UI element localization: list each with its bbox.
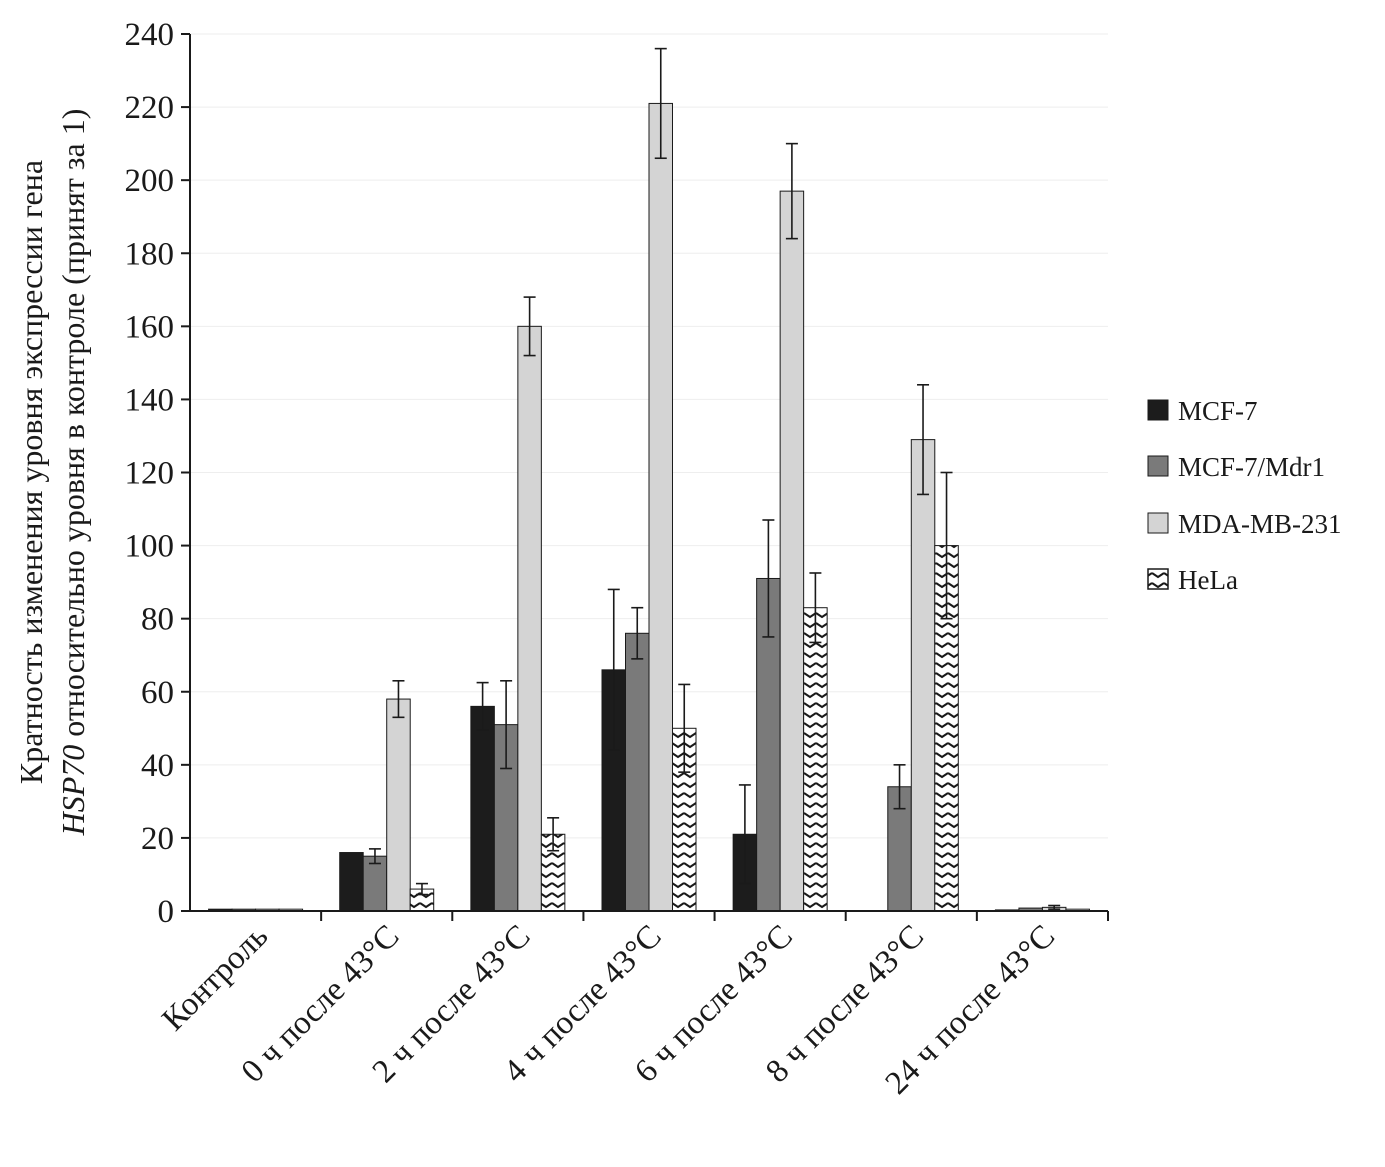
bar-mda-mb-231 [517, 325, 542, 912]
legend-swatch-mda-mb-231 [1147, 512, 1169, 534]
y-tick-label: 140 [125, 382, 175, 418]
bar-mda-mb-231 [779, 190, 805, 912]
error-bar-mcf7-mdr1 [631, 606, 644, 660]
y-tick-label: 40 [141, 748, 174, 784]
legend-swatch-mcf7-mdr1 [1147, 455, 1169, 477]
error-bar-mcf7-mdr1 [762, 519, 775, 638]
bar-hela [803, 607, 828, 912]
error-bar-mcf7 [738, 784, 751, 885]
error-bar-hela [547, 817, 560, 852]
error-bar-mcf7-mdr1 [368, 848, 381, 865]
y-axis-title-line-1: Кратность изменения уровня экспрессии ге… [13, 160, 49, 784]
legend-label-mcf7: MCF-7 [1178, 396, 1258, 426]
bar-mcf7-mdr1 [625, 632, 650, 912]
bars [208, 102, 1090, 912]
error-bar-mda-mb-231 [785, 142, 798, 240]
legend-label-mcf7-mdr1: MCF-7/Mdr1 [1178, 452, 1325, 482]
bar-mcf7-mdr1 [362, 855, 388, 912]
y-tick-label: 180 [125, 236, 175, 272]
y-tick-label: 240 [125, 17, 175, 53]
error-bar-mcf7 [607, 588, 620, 752]
y-tick-label: 160 [125, 309, 175, 345]
bar-mda-mb-231 [386, 698, 411, 912]
error-bar-hela [940, 471, 953, 620]
bar-mda-mb-231 [648, 102, 673, 912]
y-axis-title-line-2: HSP70 относительно уровня в контроле (пр… [55, 109, 91, 837]
bar-mcf7 [339, 852, 364, 912]
y-tick-label: 200 [125, 163, 175, 199]
error-bar-mcf7-mdr1 [500, 679, 513, 770]
y-tick-label: 0 [158, 894, 175, 930]
x-ticks [320, 911, 1109, 921]
x-category-label: Контроль [155, 918, 275, 1038]
legend: MCF-7 MCF-7/Mdr1 MDA-MB-231 HeLa [1147, 396, 1342, 595]
legend-swatch-mcf7 [1147, 399, 1169, 421]
error-bar-hela [809, 572, 822, 644]
y-axis-title-gene: HSP70 [55, 745, 91, 837]
error-bars [368, 47, 1061, 910]
y-tick-label: 220 [125, 90, 175, 126]
legend-label-mda-mb-231: MDA-MB-231 [1178, 509, 1342, 539]
error-bar-mda-mb-231 [523, 296, 536, 357]
y-axis-title: Кратность изменения уровня экспрессии ге… [13, 109, 91, 837]
error-bar-mda-mb-231 [654, 47, 667, 160]
error-bar-mcf7-mdr1 [893, 764, 906, 810]
error-bar-hela [678, 683, 691, 773]
bar-mda-mb-231 [910, 439, 936, 912]
y-tick-label: 100 [125, 529, 175, 565]
y-axis-title-rest: относительно уровня в контроле (принят з… [55, 109, 91, 745]
error-bar-mda-mb-231 [392, 679, 405, 719]
y-tick-label: 60 [141, 675, 174, 711]
error-bar-mda-mb-231 [917, 383, 930, 496]
bar-mcf7 [470, 705, 495, 912]
error-bar-mcf7 [476, 681, 489, 731]
legend-swatch-hela [1147, 568, 1169, 590]
error-bar-mda-mb-231 [1048, 904, 1061, 910]
y-tick-label: 20 [141, 821, 174, 857]
error-bar-hela [415, 882, 428, 896]
legend-label-hela: HeLa [1178, 565, 1238, 595]
y-tick-label: 120 [125, 456, 175, 492]
y-ticks: 0 20 40 60 80 100 120 140 160 180 200 220 240 [125, 17, 190, 930]
y-tick-label: 80 [141, 602, 174, 638]
